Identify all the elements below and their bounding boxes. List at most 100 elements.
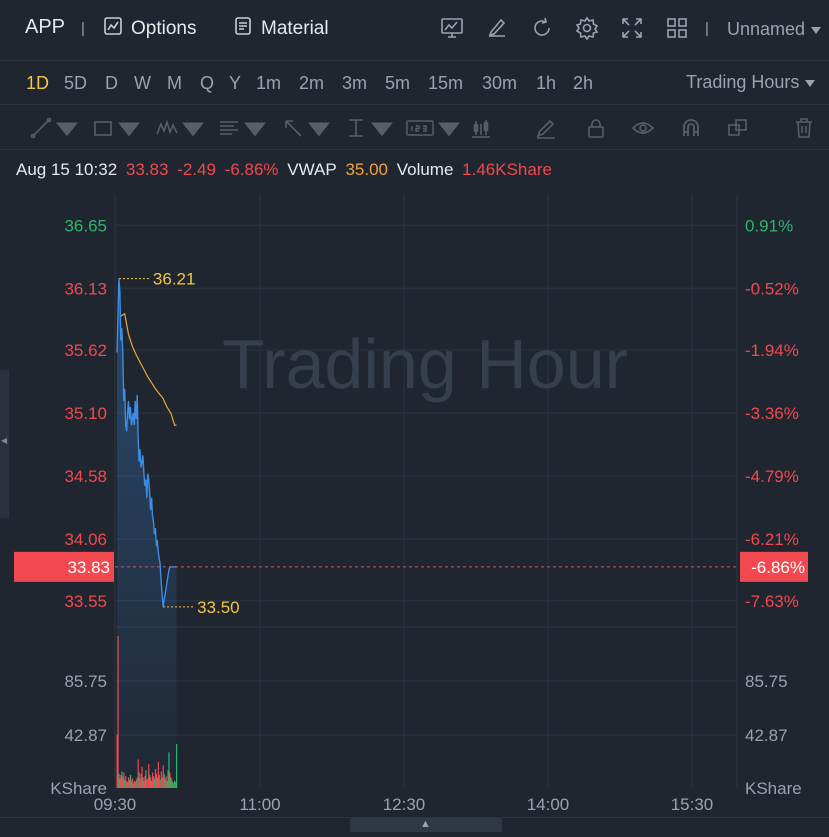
caret-down-icon [811,19,822,40]
price-tick-label: 33.55 [64,592,107,611]
volume-bar [176,744,178,788]
trash-icon[interactable] [793,116,815,140]
interval-1h[interactable]: 1h [536,73,557,93]
interval-d[interactable]: D [105,73,118,93]
text-note-icon[interactable] [406,116,460,140]
quote-price: 33.83 [125,160,169,179]
volume-tick-label: 85.75 [745,672,788,691]
fullscreen-icon[interactable] [620,16,644,40]
pencil-icon[interactable] [535,116,557,140]
pct-tick-label: -4.79% [745,467,799,486]
chart-scroller[interactable] [350,818,502,832]
options-icon [103,16,123,42]
session-selector[interactable]: Trading Hours [686,72,816,93]
pct-tick-label: -0.52% [745,279,799,298]
interval-2m[interactable]: 2m [299,73,325,93]
rectangle-icon[interactable] [92,116,140,140]
chart-markers: 36.21 33.50 33.83 -6.86% [14,270,808,617]
time-tick-label: 09:30 [94,795,137,814]
quote-change-pct: -6.86% [224,160,279,179]
quote-datetime: Aug 15 10:32 [16,160,118,179]
intraday-chart[interactable]: Trading Hour 36.21 33.50 33.83 -6.86% 36.65… [0,190,829,817]
interval-5m[interactable]: 5m [385,73,411,93]
chart-grid [114,195,738,788]
layers-icon[interactable] [727,116,749,140]
interval-30m[interactable]: 30m [482,73,518,93]
price-tick-label: 34.58 [64,467,107,486]
chevron-up-icon[interactable]: ▲ [420,818,431,830]
pct-tick-label: -6.21% [745,530,799,549]
lock-icon[interactable] [585,116,607,140]
volume-unit-label: KShare [50,779,107,798]
price-tick-label: 36.65 [64,216,107,235]
document-icon [233,16,253,42]
price-tick-label: 36.13 [64,279,107,298]
interval-bar: 1D 5D D W M Q Y 1m 2m 3m 5m 15m 30m 1h 2… [0,60,829,104]
interval-15m[interactable]: 15m [428,73,464,93]
interval-3m[interactable]: 3m [342,73,368,93]
layout-name-label: Unnamed [727,19,806,39]
last-price-badge [14,551,114,582]
drawing-toolbar [0,104,829,150]
eye-icon[interactable] [632,116,654,140]
quote-summary: Aug 15 10:32 33.83 -2.49 -6.86% VWAP 35.… [16,160,556,180]
magnet-icon[interactable] [680,116,702,140]
ticker-symbol[interactable]: APP [25,16,66,38]
chart-compare-icon[interactable] [440,16,464,40]
material-label: Material [261,18,329,39]
pct-tick-label: -7.63% [745,592,799,611]
high-price-label: 36.21 [153,270,196,289]
pct-tick-label: -3.36% [745,404,799,423]
trendline-icon[interactable] [30,116,78,140]
volume-value: 1.46KShare [462,160,552,179]
chevron-left-icon[interactable]: ◀ [1,436,8,445]
price-area-fill [117,278,177,788]
left-panel-toggle[interactable] [0,370,9,518]
session-label: Trading Hours [686,72,800,92]
last-pct-badge [740,551,808,582]
chart-axes: 36.65 0.91% 36.13 -0.52% 35.62 -1.94% 35.10 -3.… [50,216,801,814]
options-button[interactable]: Options [103,16,196,42]
pct-tick-label: 0.91% [745,216,793,235]
pattern-icon[interactable] [156,116,204,140]
toolbar-separator: | [81,20,85,37]
fib-icon[interactable] [218,116,266,140]
interval-5d[interactable]: 5D [64,73,88,93]
interval-q[interactable]: Q [200,73,215,93]
bottom-divider [0,817,829,818]
toolbar-separator: | [705,20,709,37]
time-tick-label: 14:00 [527,795,570,814]
vwap-value: 35.00 [345,160,388,179]
candle-icon[interactable] [470,116,492,140]
vwap-label: VWAP [287,160,337,179]
volume-unit-label: KShare [745,779,802,798]
volume-tick-label: 42.87 [745,726,788,745]
grid-layout-icon[interactable] [665,16,689,40]
low-price-label: 33.50 [197,598,240,617]
interval-1d[interactable]: 1D [26,73,50,93]
vwap-line[interactable] [120,312,177,426]
price-line[interactable] [116,278,177,607]
edit-icon[interactable] [485,16,509,40]
time-tick-label: 12:30 [383,795,426,814]
price-tick-label: 34.06 [64,530,107,549]
time-tick-label: 11:00 [239,795,280,814]
last-pct-label: -6.86% [751,558,805,577]
refresh-icon[interactable] [530,16,554,40]
time-tick-label: 15:30 [671,795,714,814]
gear-icon[interactable] [575,16,599,41]
quote-change: -2.49 [177,160,216,179]
volume-tick-label: 42.87 [64,726,107,745]
interval-w[interactable]: W [134,73,151,93]
material-button[interactable]: Material [233,16,329,42]
interval-2h[interactable]: 2h [573,73,594,93]
layout-selector[interactable]: Unnamed [727,19,822,40]
measure-icon[interactable] [345,116,393,140]
price-tick-label: 35.62 [64,341,107,360]
interval-1m[interactable]: 1m [256,73,282,93]
interval-m[interactable]: M [167,73,182,93]
pct-tick-label: -1.94% [745,341,799,360]
interval-y[interactable]: Y [229,73,242,93]
arrow-icon[interactable] [282,116,330,140]
last-price-label: 33.83 [67,558,110,577]
